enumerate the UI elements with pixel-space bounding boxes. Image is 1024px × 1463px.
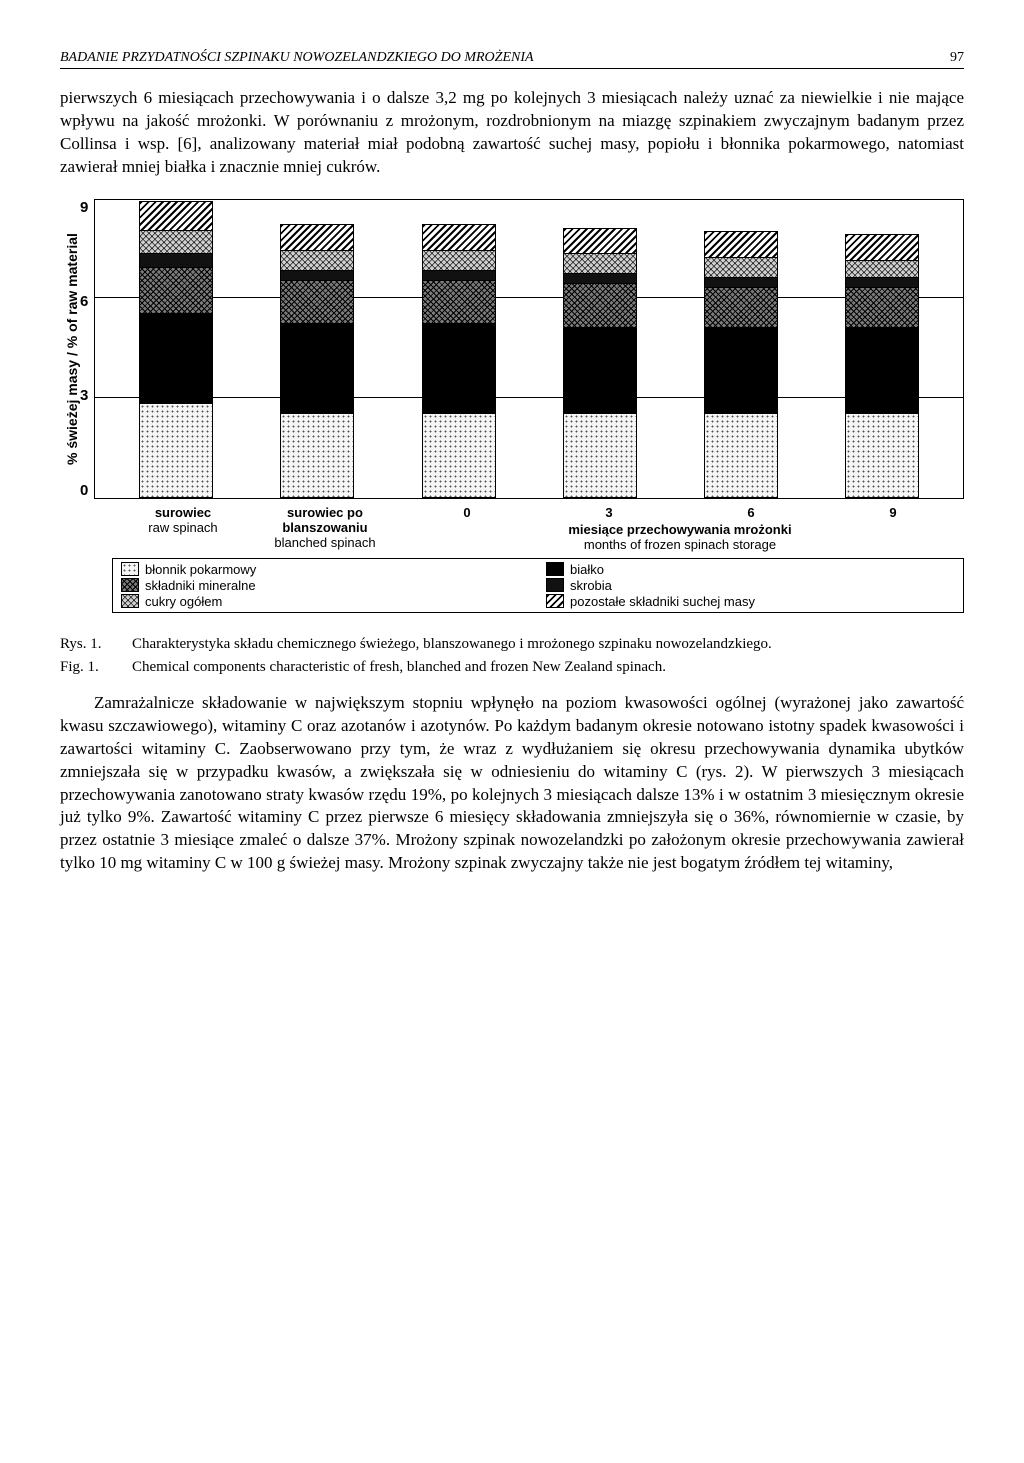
bar-segment-pozostale — [139, 201, 213, 231]
bar — [422, 224, 496, 497]
bar-segment-mineral — [280, 281, 354, 324]
x-axis-group-label: miesiące przechowywania mrożonki months … — [396, 522, 964, 552]
bar-segment-mineral — [139, 268, 213, 315]
legend-swatch — [546, 562, 564, 576]
caption-rys-label: Rys. 1. — [60, 635, 120, 655]
legend-swatch — [121, 578, 139, 592]
legend-swatch — [546, 594, 564, 608]
y-tick: 9 — [80, 199, 88, 216]
bar-segment-blonnik — [139, 404, 213, 497]
x-tick: surowiecraw spinach — [112, 499, 254, 550]
page-number: 97 — [950, 50, 964, 66]
bar-segment-cukry — [704, 258, 778, 278]
bar-segment-skrobia — [139, 254, 213, 267]
bar-segment-cukry — [422, 251, 496, 271]
bar-segment-blonnik — [704, 414, 778, 497]
paragraph-1: pierwszych 6 miesiącach przechowywania i… — [60, 87, 964, 179]
legend-swatch — [121, 562, 139, 576]
bar — [845, 234, 919, 497]
bar-segment-skrobia — [704, 278, 778, 288]
y-axis-label: % świeżej masy / % of raw material — [60, 199, 80, 499]
bar-segment-pozostale — [563, 228, 637, 255]
caption-rys-text: Charakterystyka składu chemicznego śwież… — [132, 635, 964, 655]
bar — [704, 231, 778, 498]
bar-segment-mineral — [563, 284, 637, 327]
bar-segment-cukry — [563, 254, 637, 274]
x-group-line1: miesiące przechowywania mrożonki — [568, 522, 791, 537]
grid-line — [95, 397, 963, 398]
bar-segment-pozostale — [704, 231, 778, 258]
bar-segment-skrobia — [563, 274, 637, 284]
bar-segment-cukry — [845, 261, 919, 278]
bar-segment-mineral — [845, 288, 919, 328]
legend-item: składniki mineralne — [121, 578, 530, 593]
x-tick: 0 — [396, 499, 538, 520]
legend-label: błonnik pokarmowy — [145, 562, 256, 577]
bar-segment-skrobia — [280, 271, 354, 281]
running-header: BADANIE PRZYDATNOŚCI SZPINAKU NOWOZELAND… — [60, 50, 964, 69]
chart-legend: błonnik pokarmowyskładniki mineralnecukr… — [112, 558, 964, 613]
paragraph-2: Zamrażalnicze składowanie w największym … — [60, 692, 964, 876]
figure-1: % świeżej masy / % of raw material 9630 … — [60, 199, 964, 613]
bar-segment-cukry — [280, 251, 354, 271]
legend-label: pozostałe składniki suchej masy — [570, 594, 755, 609]
bar-segment-pozostale — [422, 224, 496, 251]
legend-label: skrobia — [570, 578, 612, 593]
bar-segment-mineral — [704, 288, 778, 328]
legend-item: cukry ogółem — [121, 594, 530, 609]
bar-segment-bialko — [563, 328, 637, 415]
legend-label: cukry ogółem — [145, 594, 222, 609]
legend-item: skrobia — [546, 578, 955, 593]
x-tick: 3 — [538, 499, 680, 520]
caption-fig-label: Fig. 1. — [60, 658, 120, 678]
bar-segment-bialko — [845, 328, 919, 415]
bar-segment-pozostale — [280, 224, 354, 251]
x-group-line2: months of frozen spinach storage — [396, 537, 964, 552]
grid-line — [95, 297, 963, 298]
figure-caption: Rys. 1. Charakterystyka składu chemiczne… — [60, 635, 964, 678]
x-tick: surowiec po blanszowaniublanched spinach — [254, 499, 396, 550]
legend-item: pozostałe składniki suchej masy — [546, 594, 955, 609]
bar-segment-mineral — [422, 281, 496, 324]
legend-item: białko — [546, 562, 955, 577]
bar-segment-bialko — [139, 314, 213, 404]
legend-item: błonnik pokarmowy — [121, 562, 530, 577]
bar-segment-bialko — [704, 328, 778, 415]
bar-segment-blonnik — [422, 414, 496, 497]
bar — [280, 224, 354, 497]
bar-segment-blonnik — [563, 414, 637, 497]
bar-segment-skrobia — [422, 271, 496, 281]
x-tick: 6 — [680, 499, 822, 520]
y-tick: 6 — [80, 293, 88, 310]
bar-segment-bialko — [280, 324, 354, 414]
legend-label: białko — [570, 562, 604, 577]
bar-segment-bialko — [422, 324, 496, 414]
bar-segment-pozostale — [845, 234, 919, 261]
bar — [563, 228, 637, 498]
y-tick: 0 — [80, 482, 88, 499]
y-tick: 3 — [80, 387, 88, 404]
legend-swatch — [546, 578, 564, 592]
bar-segment-cukry — [139, 231, 213, 254]
bar-segment-skrobia — [845, 278, 919, 288]
y-axis-ticks: 9 6 3 0 — [80, 199, 94, 499]
bar-segment-blonnik — [280, 414, 354, 497]
chart-plot — [94, 199, 964, 499]
bar-segment-blonnik — [845, 414, 919, 497]
legend-swatch — [121, 594, 139, 608]
bar — [139, 201, 213, 498]
running-title: BADANIE PRZYDATNOŚCI SZPINAKU NOWOZELAND… — [60, 50, 534, 66]
caption-fig-text: Chemical components characteristic of fr… — [132, 658, 964, 678]
x-tick: 9 — [822, 499, 964, 520]
legend-label: składniki mineralne — [145, 578, 256, 593]
